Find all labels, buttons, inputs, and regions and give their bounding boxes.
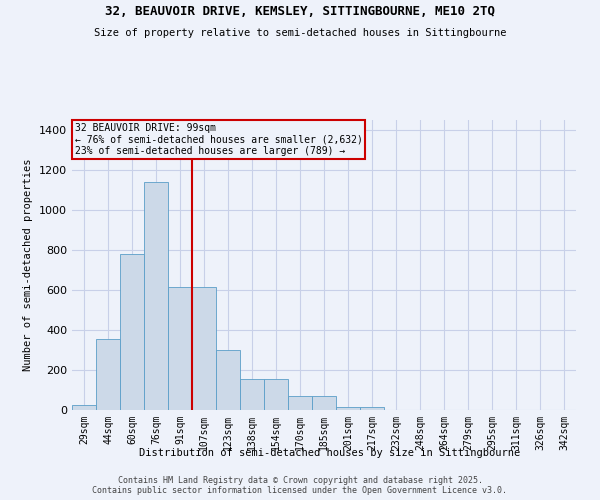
Text: Distribution of semi-detached houses by size in Sittingbourne: Distribution of semi-detached houses by …	[139, 448, 521, 458]
Bar	[96, 339, 120, 410]
Bar	[168, 287, 192, 410]
Text: Contains HM Land Registry data © Crown copyright and database right 2025.
Contai: Contains HM Land Registry data © Crown c…	[92, 476, 508, 495]
Bar	[288, 396, 312, 410]
Bar	[360, 407, 384, 410]
Bar	[192, 287, 216, 410]
Bar	[336, 407, 360, 410]
Bar	[312, 396, 336, 410]
Bar	[72, 405, 96, 410]
Y-axis label: Number of semi-detached properties: Number of semi-detached properties	[23, 159, 34, 371]
Text: Size of property relative to semi-detached houses in Sittingbourne: Size of property relative to semi-detach…	[94, 28, 506, 38]
Text: 32, BEAUVOIR DRIVE, KEMSLEY, SITTINGBOURNE, ME10 2TQ: 32, BEAUVOIR DRIVE, KEMSLEY, SITTINGBOUR…	[105, 5, 495, 18]
Bar	[240, 379, 264, 410]
Text: 32 BEAUVOIR DRIVE: 99sqm
← 76% of semi-detached houses are smaller (2,632)
23% o: 32 BEAUVOIR DRIVE: 99sqm ← 76% of semi-d…	[74, 123, 362, 156]
Bar	[120, 254, 144, 410]
Bar	[144, 182, 168, 410]
Bar	[216, 350, 240, 410]
Bar	[264, 379, 288, 410]
